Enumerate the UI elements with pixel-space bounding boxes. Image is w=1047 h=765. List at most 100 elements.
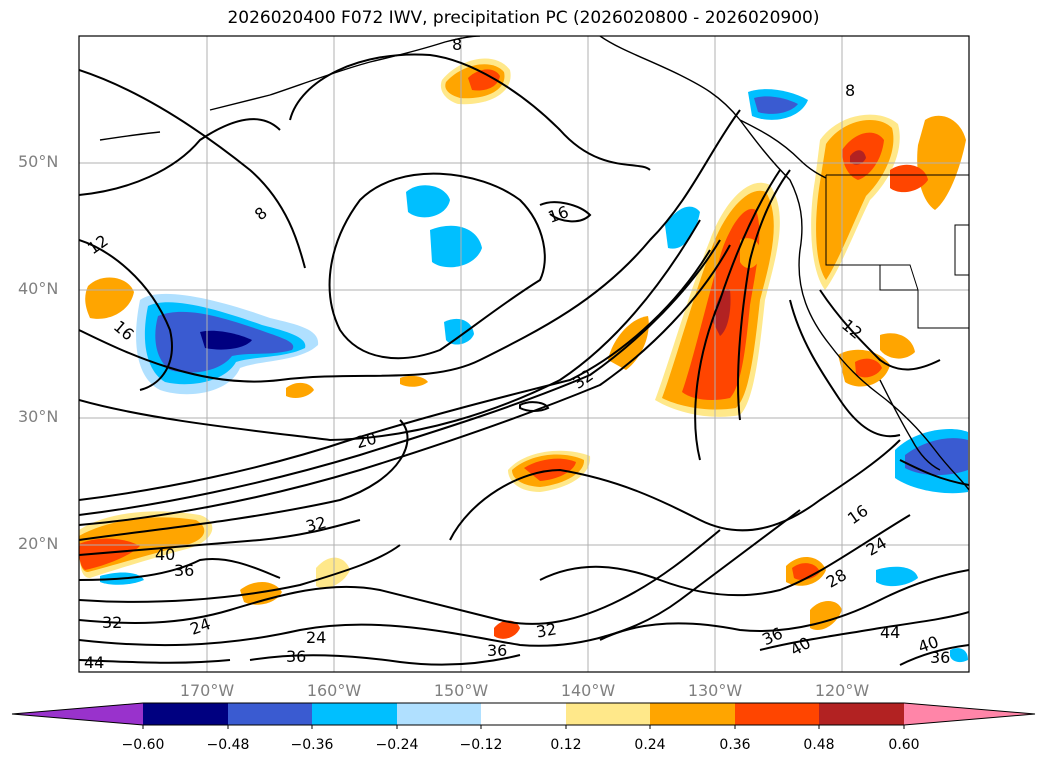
lon-label-140w: 140°W: [560, 681, 616, 700]
precip-positive-region: [400, 375, 428, 387]
colorbar-tick-label: 0.24: [634, 737, 666, 753]
precip-positive-region: [468, 69, 500, 91]
colorbar-bin: [481, 703, 566, 725]
contour-label: 32: [304, 513, 329, 537]
iwv-contour: [79, 509, 801, 647]
iwv-contour: [599, 569, 969, 641]
precip-positive-region: [850, 150, 866, 165]
state-boundary: [954, 224, 969, 276]
lat-label-30n: 30°N: [18, 407, 59, 426]
iwv-contour: [328, 172, 546, 360]
iwv-contour: [79, 244, 731, 526]
contour-label: 24: [306, 628, 326, 647]
coastline: [269, 36, 481, 96]
colorbar-bin: [566, 703, 650, 725]
contour-label: 44: [880, 623, 900, 642]
contour-label: 20: [354, 429, 379, 453]
colorbar-tick-label: 0.60: [888, 737, 920, 753]
precip-positive-region: [880, 333, 915, 359]
colorbar-bin: [650, 703, 735, 725]
contour-label: 24: [188, 614, 214, 639]
colorbar-tick-marks: [142, 725, 905, 729]
contour-label: 36: [487, 641, 507, 660]
iwv-contour: [79, 109, 741, 383]
precip-positive-region: [316, 557, 350, 589]
contour-label: 8: [845, 81, 855, 100]
iwv-contour: [79, 544, 401, 603]
colorbar-bin: [312, 703, 397, 725]
contour-label: 32: [535, 619, 558, 641]
iwv-contour: [79, 239, 721, 516]
contour-label: 44: [84, 653, 104, 672]
precip-negative-region: [430, 225, 482, 268]
contour-label: 36: [286, 647, 306, 666]
lon-label-120w: 120°W: [814, 681, 870, 700]
contour-label: 16: [110, 317, 138, 345]
contour-label: 16: [546, 202, 572, 227]
iwv-contour: [899, 459, 969, 486]
lon-label-170w: 170°W: [179, 681, 235, 700]
iwv-contour: [899, 644, 969, 666]
lat-label-20n: 20°N: [18, 534, 59, 553]
precip-negative-region: [200, 330, 252, 350]
iwv-contour: [79, 118, 281, 196]
iwv-contour: [79, 519, 361, 556]
lon-label-150w: 150°W: [433, 681, 489, 700]
state-boundaries: [825, 174, 969, 329]
colorbar-tick-label: −0.12: [459, 737, 503, 753]
coastline: [209, 94, 271, 111]
precip-negative-region: [876, 566, 918, 587]
contour-label: 40: [787, 633, 814, 660]
colorbar-tick-label: 0.12: [550, 737, 582, 753]
state-boundary: [879, 265, 918, 291]
colorbar-bin: [735, 703, 819, 725]
iwv-contour: [79, 69, 306, 269]
iwv-contour: [79, 249, 711, 501]
map-frame: [78, 35, 970, 673]
precip-positive-region: [286, 382, 314, 398]
colorbar-tick-label: −0.48: [206, 737, 250, 753]
colorbar-bin: [143, 703, 228, 725]
contour-label: 24: [863, 533, 890, 560]
precip-negative-region: [444, 318, 474, 345]
iwv-contour: [789, 299, 901, 438]
iwv-contour: [79, 419, 409, 541]
iwv-contour: [249, 654, 521, 666]
iwv-contour: [539, 201, 592, 223]
lat-label-50n: 50°N: [18, 152, 59, 171]
colorbar-tick-label: −0.36: [290, 737, 334, 753]
graticule: [79, 36, 969, 672]
precip-negative-region: [950, 648, 968, 663]
contour-label: 32: [102, 613, 122, 632]
colorbar-bin: [228, 703, 312, 725]
colorbar-extend-high: [904, 703, 1035, 725]
precip-positive-region: [712, 289, 731, 336]
coastline: [879, 379, 941, 471]
chart-title: 2026020400 F072 IWV, precipitation PC (2…: [227, 8, 820, 28]
precip-negative-region: [406, 185, 450, 218]
iwv-contour: [759, 611, 969, 651]
precip-negative-region: [754, 96, 798, 114]
precip-positive-region: [79, 538, 140, 570]
contour-label: 36: [930, 648, 950, 667]
contour-label: 36: [174, 561, 194, 580]
iwv-contour: [79, 239, 173, 391]
lat-label-40n: 40°N: [18, 279, 59, 298]
precip-positive-region: [855, 358, 882, 378]
precip-negative-region: [905, 438, 968, 476]
iwv-contour: [539, 514, 911, 597]
iwv-contour: [449, 439, 901, 541]
lon-label-130w: 130°W: [687, 681, 743, 700]
colorbar-tick-label: 0.36: [719, 737, 751, 753]
coastline: [99, 131, 161, 141]
contour-label: 8: [251, 203, 271, 224]
precip-positive-region: [810, 601, 842, 630]
colorbar-extend-low: [12, 703, 143, 725]
coastline: [739, 119, 827, 179]
iwv-contour: [79, 558, 281, 581]
contour-label: 8: [452, 35, 462, 54]
colorbar-tick-label: −0.60: [121, 737, 165, 753]
coastlines: [99, 36, 969, 491]
precip-positive-region: [85, 277, 134, 319]
iwv-contour: [694, 169, 781, 461]
